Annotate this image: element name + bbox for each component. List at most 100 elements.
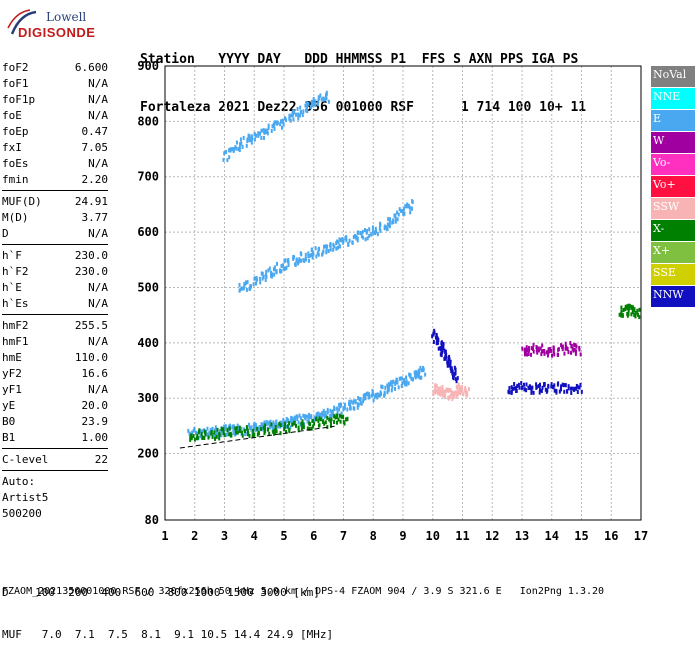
data-point: [626, 304, 629, 309]
data-point: [273, 126, 276, 131]
data-point: [572, 386, 575, 391]
data-point: [245, 425, 248, 430]
data-point: [399, 208, 402, 213]
data-point: [290, 415, 293, 420]
data-point: [450, 366, 453, 371]
data-point: [547, 347, 550, 352]
data-point: [364, 396, 367, 401]
data-point: [297, 259, 300, 264]
data-point: [383, 224, 386, 229]
data-point: [296, 416, 299, 421]
data-point: [348, 399, 351, 404]
data-point: [272, 267, 275, 272]
data-point: [451, 397, 454, 402]
data-point: [389, 382, 392, 387]
data-point: [317, 419, 320, 424]
data-point: [437, 389, 440, 394]
data-point: [508, 386, 511, 391]
data-point: [453, 391, 456, 396]
data-point: [465, 393, 468, 398]
data-point: [291, 422, 294, 427]
data-point: [543, 348, 546, 353]
data-point: [630, 304, 633, 309]
data-point: [548, 348, 551, 353]
data-point: [304, 103, 307, 108]
param-value: 16.6: [81, 367, 109, 380]
ionogram-chart: 1 2 3 4 5 6 7 8 9 10 11 12 13 14 15 16 17802003004005006…: [137, 59, 648, 543]
data-point: [350, 399, 353, 404]
data-point: [263, 130, 266, 135]
data-point: [307, 417, 310, 422]
data-point: [437, 386, 440, 391]
data-point: [210, 430, 213, 435]
data-point: [627, 311, 630, 316]
param-value: 7.05: [81, 141, 109, 154]
data-point: [413, 370, 416, 375]
data-point: [432, 340, 435, 345]
param-row: hmE 110.0: [2, 350, 108, 366]
data-point: [301, 113, 304, 118]
chart-points: [179, 90, 641, 449]
x-tick-label: 12: [485, 529, 499, 543]
data-point: [339, 419, 342, 424]
data-point: [283, 266, 286, 271]
legend-item-nne: NNE: [651, 88, 695, 110]
data-point: [222, 427, 225, 432]
logo-digisonde-text: DIGISONDE: [18, 25, 96, 40]
data-point: [190, 436, 193, 441]
data-point: [324, 420, 327, 425]
data-point: [224, 424, 227, 429]
param-value: N/A: [88, 93, 108, 106]
data-point: [379, 390, 382, 395]
data-point: [528, 385, 531, 390]
data-point: [338, 237, 341, 242]
data-point: [295, 258, 298, 263]
data-point: [289, 419, 292, 424]
data-point: [248, 138, 251, 143]
data-point: [417, 368, 420, 373]
data-point: [247, 133, 250, 138]
data-point: [379, 228, 382, 233]
param-value: N/A: [88, 335, 108, 348]
data-point: [638, 315, 641, 320]
data-point: [302, 109, 305, 114]
data-point: [518, 385, 521, 390]
data-point: [322, 96, 325, 101]
data-point: [455, 384, 458, 389]
logo-emblem: [7, 9, 37, 35]
y-tick-label: 600: [137, 225, 159, 239]
data-point: [201, 435, 204, 440]
param-name: yF1: [2, 383, 22, 396]
data-point: [244, 432, 247, 437]
data-point: [267, 268, 270, 273]
data-point: [340, 414, 343, 419]
data-point: [569, 386, 572, 391]
data-point: [566, 346, 569, 351]
data-point: [550, 348, 553, 353]
param-row: foEs N/A: [2, 156, 108, 172]
data-point: [530, 352, 533, 357]
data-point: [326, 244, 329, 249]
data-point: [446, 363, 449, 368]
data-point: [550, 384, 553, 389]
data-point: [403, 377, 406, 382]
data-point: [452, 390, 455, 395]
data-point: [556, 382, 559, 387]
data-point: [304, 415, 307, 420]
data-point: [253, 132, 256, 137]
data-point: [401, 209, 404, 214]
data-point: [214, 433, 217, 438]
data-point: [359, 230, 362, 235]
data-point: [354, 399, 357, 404]
data-point: [524, 352, 527, 357]
data-point: [387, 386, 390, 391]
data-point: [297, 420, 300, 425]
data-point: [292, 117, 295, 122]
data-point: [215, 428, 218, 433]
data-point: [329, 247, 332, 252]
data-point: [535, 382, 538, 387]
param-row: 500200: [2, 506, 108, 522]
data-point: [439, 347, 442, 352]
data-point: [232, 148, 235, 153]
data-point: [359, 397, 362, 402]
